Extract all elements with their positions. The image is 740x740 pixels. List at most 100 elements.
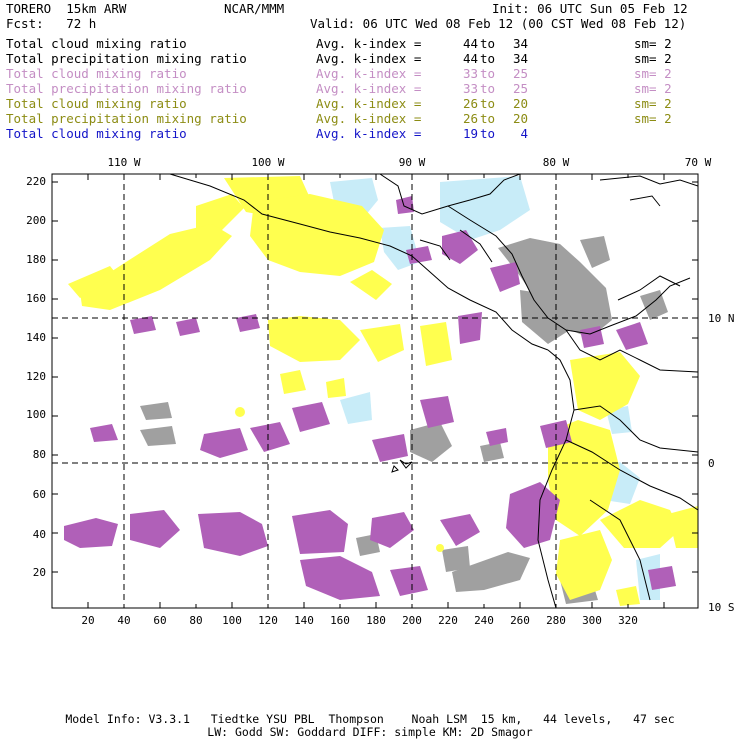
x-tick-label: 20 <box>81 614 94 627</box>
legend-field-name: Total precipitation mixing ratio <box>6 111 247 126</box>
map-frame <box>51 173 699 609</box>
forecast-hour: Fcst: 72 h <box>6 16 97 31</box>
legend-row: Total precipitation mixing ratio Avg. k-… <box>6 51 736 66</box>
legend-to: to <box>480 81 496 96</box>
legend-smoothing: sm= 2 <box>634 81 672 96</box>
lon-label: 100 W <box>251 156 284 169</box>
legend-max: 25 <box>512 66 528 81</box>
legend-label: Avg. k-index = <box>316 81 422 96</box>
x-tick-label: 300 <box>582 614 602 627</box>
y-tick-label: 120 <box>26 370 46 383</box>
x-tick-label: 280 <box>546 614 566 627</box>
y-tick-label: 160 <box>26 292 46 305</box>
y-tick-label: 20 <box>33 566 46 579</box>
y-tick-label: 60 <box>33 488 46 501</box>
purple-field <box>64 196 676 600</box>
y-tick-label: 140 <box>26 331 46 344</box>
x-tick-label: 80 <box>189 614 202 627</box>
legend-min: 33 <box>462 81 478 96</box>
legend-smoothing: sm= 2 <box>634 66 672 81</box>
x-tick-label: 160 <box>330 614 350 627</box>
y-tick-label: 220 <box>26 175 46 188</box>
x-tick-label: 200 <box>402 614 422 627</box>
y-tick-label: 80 <box>33 448 46 461</box>
lon-label: 90 W <box>399 156 426 169</box>
legend-min: 26 <box>462 111 478 126</box>
x-tick-label: 260 <box>510 614 530 627</box>
lon-label: 70 W <box>685 156 712 169</box>
legend-max: 20 <box>512 111 528 126</box>
x-tick-label: 320 <box>618 614 638 627</box>
legend-smoothing: sm= 2 <box>634 36 672 51</box>
legend-smoothing: sm= 2 <box>634 51 672 66</box>
legend-smoothing: sm= 2 <box>634 111 672 126</box>
lat-label: 10 S <box>708 601 735 614</box>
legend-max: 20 <box>512 96 528 111</box>
legend-max: 34 <box>512 51 528 66</box>
gray-field <box>140 236 668 604</box>
x-tick-label: 140 <box>294 614 314 627</box>
legend-label: Avg. k-index = <box>316 111 422 126</box>
graticule <box>52 174 698 608</box>
x-tick-label: 220 <box>438 614 458 627</box>
legend-field-name: Total cloud mixing ratio <box>6 96 187 111</box>
legend-row: Total cloud mixing ratio Avg. k-index = … <box>6 96 736 111</box>
model-info-line1: Model Info: V3.3.1 Tiedtke YSU PBL Thomp… <box>65 712 675 726</box>
legend-to: to <box>480 66 496 81</box>
legend-min: 19 <box>462 126 478 141</box>
legend-to: to <box>480 96 496 111</box>
y-tick-label: 100 <box>26 408 46 421</box>
lon-label: 110 W <box>107 156 140 169</box>
legend-label: Avg. k-index = <box>316 96 422 111</box>
legend-row: Total precipitation mixing ratio Avg. k-… <box>6 111 736 126</box>
x-tick-label: 40 <box>117 614 130 627</box>
legend-to: to <box>480 126 496 141</box>
y-tick-label: 180 <box>26 253 46 266</box>
legend-row: Total cloud mixing ratio Avg. k-index = … <box>6 36 736 51</box>
model-title: TORERO 15km ARW <box>6 1 127 16</box>
legend-label: Avg. k-index = <box>316 36 422 51</box>
legend-min: 44 <box>462 36 478 51</box>
lon-label: 80 W <box>543 156 570 169</box>
y-tick-label: 40 <box>33 528 46 541</box>
legend-smoothing: sm= 2 <box>634 96 672 111</box>
axis-labels: 110 W 100 W 90 W 80 W 70 W 10 N 0 10 S 2… <box>26 156 734 627</box>
legend-field-name: Total cloud mixing ratio <box>6 126 187 141</box>
lat-label: 0 <box>708 457 715 470</box>
legend-max: 25 <box>512 81 528 96</box>
legend-min: 33 <box>462 66 478 81</box>
coastlines <box>169 174 698 608</box>
legend-field-name: Total precipitation mixing ratio <box>6 81 247 96</box>
legend-field-name: Total cloud mixing ratio <box>6 66 187 81</box>
organization-label: NCAR/MMM <box>224 1 285 16</box>
legend-row: Total precipitation mixing ratio Avg. k-… <box>6 81 736 96</box>
legend-label: Avg. k-index = <box>316 66 422 81</box>
y-tick-label: 200 <box>26 214 46 227</box>
legend-label: Avg. k-index = <box>316 51 422 66</box>
legend-row: Total cloud mixing ratio Avg. k-index = … <box>6 66 736 81</box>
legend-max: 4 <box>520 126 528 141</box>
legend-min: 44 <box>462 51 478 66</box>
init-time: Init: 06 UTC Sun 05 Feb 12 <box>492 1 688 16</box>
legend-to: to <box>480 36 496 51</box>
legend-label: Avg. k-index = <box>316 126 422 141</box>
yellow-field <box>68 176 698 606</box>
forecast-map: 110 W 100 W 90 W 80 W 70 W 10 N 0 10 S 2… <box>26 156 734 627</box>
axis-ticks <box>51 174 698 608</box>
legend-to: to <box>480 111 496 126</box>
legend-min: 26 <box>462 96 478 111</box>
legend-to: to <box>480 51 496 66</box>
legend-row: Total cloud mixing ratio Avg. k-index = … <box>6 126 736 141</box>
x-tick-label: 240 <box>474 614 494 627</box>
map-plot-area <box>52 174 698 608</box>
x-tick-label: 180 <box>366 614 386 627</box>
legend-max: 34 <box>512 36 528 51</box>
legend-field-name: Total precipitation mixing ratio <box>6 51 247 66</box>
x-tick-label: 60 <box>153 614 166 627</box>
x-tick-label: 120 <box>258 614 278 627</box>
x-tick-label: 100 <box>222 614 242 627</box>
model-info-line2: LW: Godd SW: Goddard DIFF: simple KM: 2D… <box>207 725 533 739</box>
valid-time: Valid: 06 UTC Wed 08 Feb 12 (00 CST Wed … <box>310 16 687 31</box>
legend-field-name: Total cloud mixing ratio <box>6 36 187 51</box>
lat-label: 10 N <box>708 312 735 325</box>
